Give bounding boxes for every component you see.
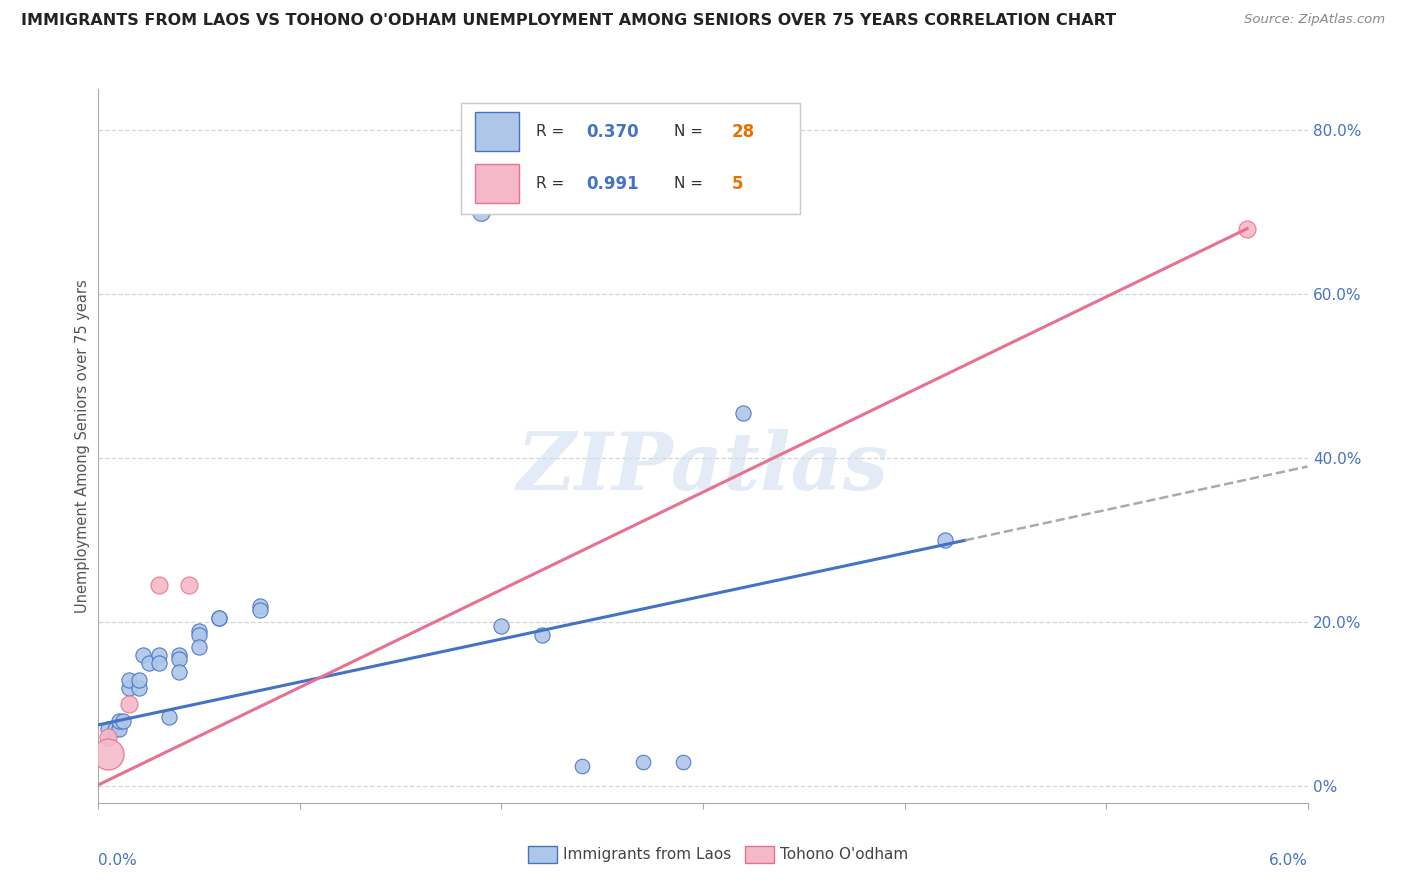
Point <box>188 627 211 641</box>
Point <box>491 619 513 633</box>
Text: Immigrants from Laos: Immigrants from Laos <box>562 847 731 862</box>
Point <box>934 533 956 548</box>
Point <box>118 681 141 695</box>
Text: 0.0%: 0.0% <box>98 853 138 868</box>
Point <box>111 714 134 728</box>
Text: Source: ZipAtlas.com: Source: ZipAtlas.com <box>1244 13 1385 27</box>
Text: IMMIGRANTS FROM LAOS VS TOHONO O'ODHAM UNEMPLOYMENT AMONG SENIORS OVER 75 YEARS : IMMIGRANTS FROM LAOS VS TOHONO O'ODHAM U… <box>21 13 1116 29</box>
Point <box>97 722 120 736</box>
Point <box>107 714 129 728</box>
Point <box>188 624 211 638</box>
Point <box>1236 221 1258 235</box>
Point <box>188 640 211 654</box>
Point <box>167 665 190 679</box>
Point <box>571 759 593 773</box>
Point <box>128 681 150 695</box>
Point <box>249 603 271 617</box>
Point <box>157 709 180 723</box>
Text: ZIPatlas: ZIPatlas <box>517 429 889 506</box>
Point <box>631 755 654 769</box>
Text: Tohono O'odham: Tohono O'odham <box>780 847 908 862</box>
Point <box>107 722 129 736</box>
Y-axis label: Unemployment Among Seniors over 75 years: Unemployment Among Seniors over 75 years <box>75 279 90 613</box>
Point <box>118 698 141 712</box>
FancyBboxPatch shape <box>745 847 775 863</box>
Point <box>733 406 755 420</box>
Point <box>97 730 120 744</box>
Point <box>118 673 141 687</box>
Point <box>148 578 170 592</box>
Point <box>208 611 231 625</box>
Point <box>249 599 271 613</box>
Point <box>470 205 492 219</box>
FancyBboxPatch shape <box>527 847 557 863</box>
Point <box>167 648 190 662</box>
Text: 6.0%: 6.0% <box>1268 853 1308 868</box>
Point <box>128 673 150 687</box>
Point <box>103 722 125 736</box>
Point <box>672 755 695 769</box>
Point <box>208 611 231 625</box>
Point <box>148 657 170 671</box>
Point <box>167 652 190 666</box>
Point <box>97 747 120 761</box>
Point <box>179 578 201 592</box>
Point <box>132 648 155 662</box>
Point <box>138 657 160 671</box>
Point <box>148 648 170 662</box>
Point <box>530 627 553 641</box>
